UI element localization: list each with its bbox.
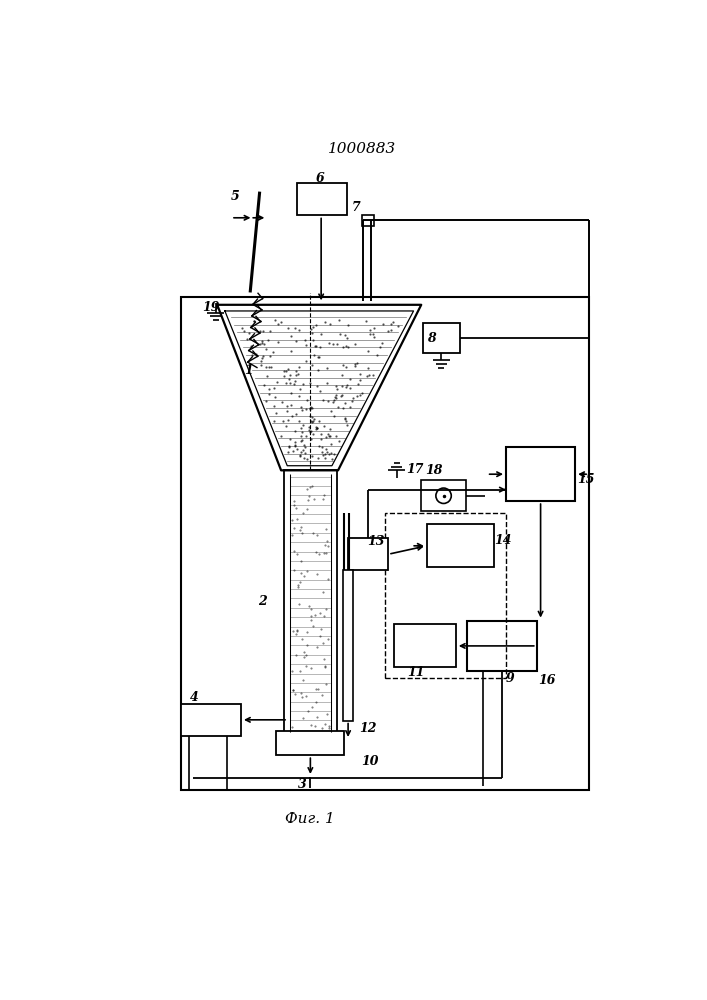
Text: 5: 5 <box>230 190 239 203</box>
Bar <box>506 447 575 501</box>
Text: Фиг. 1: Фиг. 1 <box>285 812 334 826</box>
Bar <box>296 183 346 215</box>
Text: 4: 4 <box>190 691 199 704</box>
Bar <box>181 704 241 736</box>
Bar <box>348 538 388 570</box>
Bar <box>426 524 494 567</box>
Text: 9: 9 <box>506 672 515 685</box>
Text: 2: 2 <box>258 595 267 608</box>
Bar <box>343 570 354 721</box>
Bar <box>423 323 460 353</box>
Text: 8: 8 <box>426 332 436 345</box>
Text: 13: 13 <box>368 535 385 548</box>
Text: 18: 18 <box>425 464 443 477</box>
Text: 10: 10 <box>361 755 379 768</box>
Text: 14: 14 <box>494 534 512 546</box>
Bar <box>284 470 337 736</box>
Text: 1: 1 <box>244 364 253 377</box>
Text: 6: 6 <box>316 172 325 185</box>
Text: 15: 15 <box>577 473 595 486</box>
Bar <box>276 731 344 755</box>
Text: 11: 11 <box>407 666 425 679</box>
Text: 7: 7 <box>352 201 361 214</box>
Bar <box>467 620 537 671</box>
Bar <box>395 624 456 667</box>
Text: 17: 17 <box>406 463 423 476</box>
Text: 3: 3 <box>298 778 307 791</box>
Bar <box>181 297 589 790</box>
Text: 1000883: 1000883 <box>328 142 396 156</box>
Bar <box>385 513 506 678</box>
Text: 16: 16 <box>538 674 556 687</box>
Bar <box>421 480 466 511</box>
Bar <box>362 215 374 226</box>
Text: 19: 19 <box>201 301 219 314</box>
Text: 12: 12 <box>360 722 377 735</box>
